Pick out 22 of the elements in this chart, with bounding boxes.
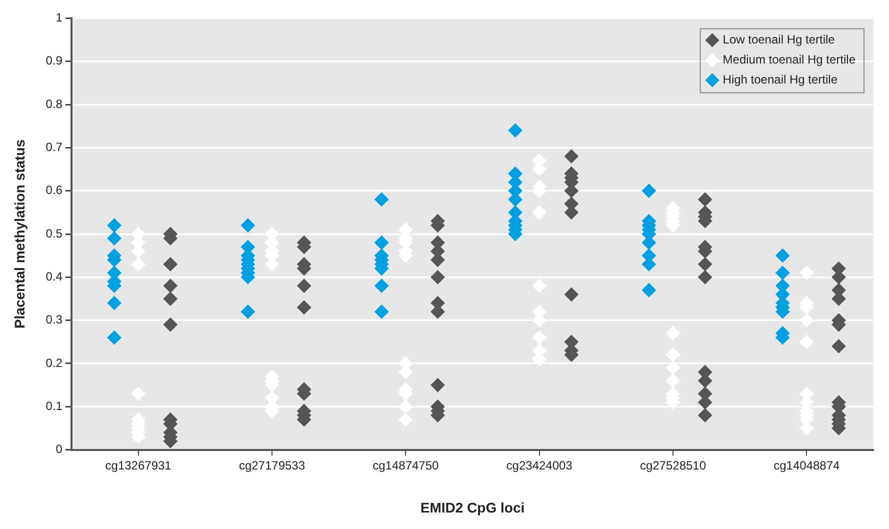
x-tick-label: cg23424003 xyxy=(506,458,573,472)
y-tick-label: 0.7 xyxy=(46,140,63,154)
x-tick-label: cg14048874 xyxy=(774,458,840,472)
legend-label: Medium toenail Hg tertile xyxy=(722,52,856,67)
x-tick-label: cg27179533 xyxy=(238,458,306,472)
y-tick-label: 0.1 xyxy=(46,398,63,413)
legend-label: High toenail Hg tertile xyxy=(722,72,838,87)
legend-label: Low toenail Hg tertile xyxy=(722,32,836,47)
y-tick-label: 0.3 xyxy=(46,312,63,327)
y-tick-label: 0.5 xyxy=(46,226,63,240)
x-tick-label: cg13267931 xyxy=(105,458,172,472)
y-tick-label: 0.4 xyxy=(46,269,63,284)
x-tick-label: cg14874750 xyxy=(372,458,440,472)
y-tick-label: 1 xyxy=(56,10,63,25)
x-tick-label: cg27528510 xyxy=(640,458,706,472)
y-tick-label: 0.2 xyxy=(46,356,63,370)
y-tick-label: 0 xyxy=(56,442,63,456)
x-axis-title: EMID2 CpG loci xyxy=(420,499,525,516)
y-tick-label: 0.6 xyxy=(46,183,63,198)
y-tick-label: 0.9 xyxy=(46,54,63,68)
y-axis-title: Placental methylation status xyxy=(11,139,28,329)
y-tick-label: 0.8 xyxy=(46,96,63,111)
